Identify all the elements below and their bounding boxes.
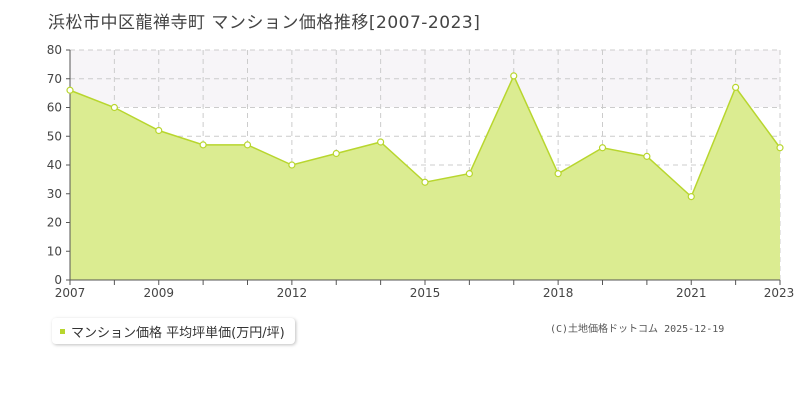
- data-point: [199, 141, 207, 149]
- data-point: [465, 170, 473, 178]
- legend-marker: [60, 328, 65, 334]
- data-point: [243, 141, 252, 149]
- data-point: [377, 138, 385, 146]
- y-tick-label: 10: [47, 244, 62, 258]
- x-tick-label: 2015: [410, 286, 441, 300]
- data-point: [598, 144, 607, 152]
- y-tick-label: 70: [47, 72, 62, 86]
- legend: マンション価格 平均坪単価(万円/坪): [52, 318, 295, 344]
- legend-label: マンション価格 平均坪単価(万円/坪): [71, 325, 285, 341]
- data-point: [643, 152, 651, 160]
- x-tick-label: 2018: [543, 286, 574, 300]
- data-point: [288, 161, 296, 169]
- credit-text: (C)土地価格ドットコム 2025-12-19: [550, 324, 725, 335]
- x-tick-labels: 2007 2009 2012 2015 2018 2021 2023: [55, 286, 795, 300]
- data-point: [687, 193, 695, 201]
- y-tick-labels: 0 10 20 30 40 50 60 70 80: [47, 43, 62, 287]
- x-tick-label: 2009: [143, 286, 174, 300]
- data-point: [776, 144, 784, 152]
- y-tick-label: 30: [47, 187, 62, 201]
- y-tick-label: 0: [54, 273, 62, 287]
- y-tick-label: 80: [47, 43, 62, 57]
- data-points: [66, 72, 784, 201]
- x-tick-label: 2021: [676, 286, 707, 300]
- data-point: [732, 83, 740, 91]
- data-point: [510, 72, 518, 80]
- axes: [66, 49, 781, 285]
- x-tick-label: 2012: [277, 286, 308, 300]
- data-point: [155, 126, 163, 135]
- data-point: [421, 178, 429, 186]
- area-fill: [70, 75, 780, 280]
- data-point: [110, 103, 118, 112]
- y-tick-label: 40: [47, 158, 62, 172]
- x-tick-label: 2023: [764, 286, 795, 300]
- y-tick-label: 50: [47, 129, 62, 143]
- y-tick-label: 20: [47, 216, 62, 230]
- data-point: [554, 170, 562, 178]
- y-tick-label: 60: [47, 101, 62, 115]
- chart-title: 浜松市中区龍禅寺町 マンション価格推移[2007-2023]: [48, 13, 481, 33]
- data-point: [66, 86, 74, 94]
- x-tick-label: 2007: [55, 286, 86, 300]
- data-point: [332, 149, 340, 158]
